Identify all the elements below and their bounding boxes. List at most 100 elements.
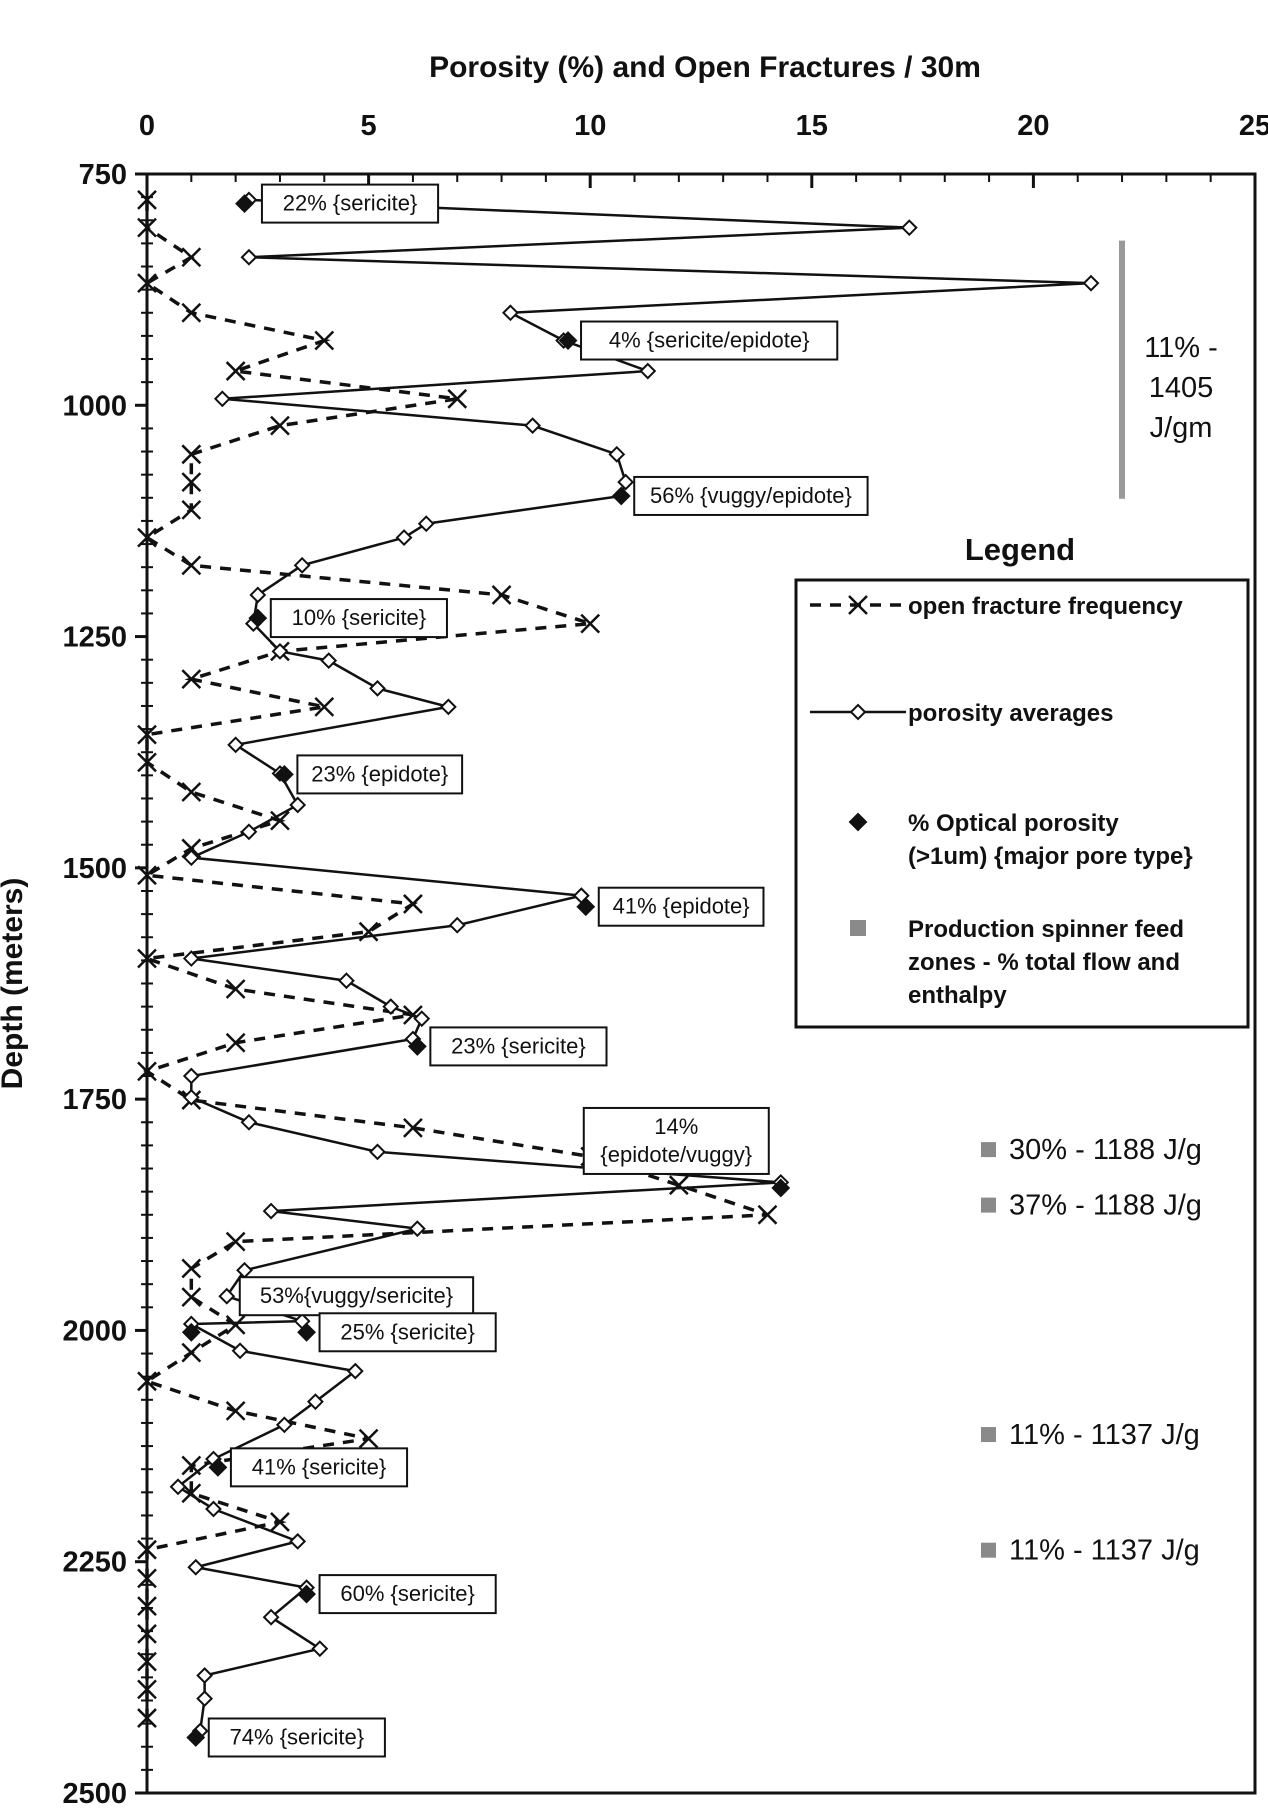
y-tick-label: 2500 — [62, 1778, 127, 1810]
fracture-point — [225, 1231, 246, 1252]
feed-zone-entry: 11% - 1137 J/g — [981, 1419, 1200, 1451]
fracture-point — [137, 948, 157, 969]
feed-zone-label: 37% - 1188 J/g — [1009, 1190, 1202, 1222]
annotation-layer: 22% {sericite} 4% {sericite/epidote} 56% {… — [207, 183, 869, 1758]
y-tick-label: 1500 — [62, 853, 127, 885]
annotation-text: 53%{vuggy/sericite} — [260, 1283, 453, 1308]
fracture-point — [181, 247, 202, 268]
porosity-point — [369, 679, 386, 697]
fracture-point — [137, 724, 157, 745]
fracture-point — [137, 1568, 157, 1589]
fracture-point — [137, 1596, 157, 1617]
fracture-point — [137, 1371, 157, 1392]
fracture-point — [447, 388, 468, 409]
x-tick-label: 25 — [1239, 110, 1268, 142]
porosity-point — [338, 972, 355, 990]
optical-porosity-point — [208, 1457, 228, 1477]
annotation-label: 41% {epidote} — [597, 886, 765, 927]
x-tick-label: 15 — [796, 110, 828, 142]
fracture-point — [137, 865, 157, 886]
porosity-point — [213, 390, 231, 408]
optical-porosity-point — [297, 1584, 316, 1604]
feed-zone-entry: 30% - 1188 J/g — [981, 1134, 1202, 1166]
fracture-point — [403, 894, 423, 914]
annotation-label: 10% {sericite} — [269, 598, 448, 639]
fracture-point — [181, 555, 202, 576]
optical-porosity-point — [407, 1036, 427, 1056]
fracture-point — [491, 585, 512, 605]
annotation-text: 23% {epidote} — [311, 761, 448, 786]
porosity-point — [196, 1690, 214, 1708]
fracture-point — [137, 190, 157, 210]
legend-label: zones - % total flow and — [908, 949, 1180, 976]
fracture-point — [181, 1342, 202, 1363]
porosity-point — [236, 1261, 253, 1279]
fracture-point — [314, 696, 335, 717]
optical-porosity-point — [576, 897, 596, 917]
porosity-point — [227, 736, 245, 754]
porosity-point — [262, 1608, 280, 1626]
y-tick-label: 1000 — [62, 390, 127, 422]
porosity-point — [275, 1416, 293, 1434]
legend-label: (>1um) {major pore type} — [908, 843, 1193, 870]
fracture-point — [137, 527, 157, 548]
feed-zone-marker — [981, 1542, 996, 1558]
feed-zone-bar-label: 11% - — [1144, 332, 1218, 364]
fracture-point — [225, 979, 246, 999]
porosity-point — [240, 823, 258, 841]
porosity-point — [1082, 274, 1100, 292]
x-tick-label: 0 — [139, 110, 155, 142]
porosity-point — [205, 1500, 222, 1518]
porosity-point — [182, 1088, 200, 1106]
annotation-text: 41% {sericite} — [252, 1454, 387, 1479]
y-tick-label: 750 — [79, 159, 127, 191]
fracture-point — [137, 1061, 157, 1082]
porosity-point — [293, 556, 311, 574]
legend-entry: porosity averages — [810, 700, 1113, 727]
fracture-point — [580, 613, 601, 634]
fracture-point — [225, 361, 246, 381]
fracture-point — [225, 1032, 246, 1053]
optical-porosity-point — [248, 608, 268, 628]
optical-porosity-point — [611, 486, 631, 506]
fracture-point — [668, 1175, 689, 1196]
annotation-text: 23% {sericite} — [451, 1033, 586, 1058]
feed-zone-bar-label: J/gm — [1150, 412, 1213, 444]
annotation-text: 56% {vuggy/epidote} — [650, 483, 852, 508]
porosity-point — [417, 515, 435, 533]
fracture-point — [181, 472, 202, 492]
fracture-point — [270, 810, 290, 831]
porosity-point — [182, 950, 200, 967]
legend-entry: Production spinner feed zones - % total f… — [850, 916, 1184, 1009]
fracture-point — [137, 1623, 157, 1644]
optical-porosity-point — [558, 331, 578, 350]
legend-spinner-marker — [850, 920, 866, 936]
legend-label: open fracture frequency — [908, 593, 1183, 620]
porosity-point — [218, 1287, 236, 1305]
feed-zone-label: 11% - 1137 J/g — [1009, 1419, 1200, 1451]
fracture-point — [181, 302, 202, 323]
legend-label: Production spinner feed — [908, 916, 1184, 943]
y-tick-label: 1750 — [62, 1084, 127, 1116]
porosity-point — [608, 445, 626, 463]
y-tick-label: 2000 — [62, 1315, 127, 1347]
feed-zone-label: 11% - 1137 J/g — [1009, 1535, 1200, 1567]
fracture-point — [358, 1428, 379, 1449]
porosity-point — [408, 1220, 426, 1238]
x-tick-label: 5 — [361, 110, 377, 142]
porosity-point — [271, 642, 289, 660]
legend-optical-marker — [848, 812, 868, 832]
fracture-point — [137, 1651, 157, 1672]
feed-zone-bar-label: 1405 — [1149, 372, 1214, 404]
series-layer — [137, 190, 1100, 1747]
legend-label: porosity averages — [908, 700, 1113, 727]
porosity-point — [182, 1067, 200, 1085]
fracture-point — [137, 217, 157, 238]
feed-zone-marker — [981, 1427, 996, 1443]
fracture-point — [225, 1401, 246, 1421]
legend-label: % Optical porosity — [908, 810, 1119, 837]
y-tick-label: 2250 — [62, 1547, 127, 1579]
fracture-frequency-line — [141, 199, 769, 1719]
annotation-text: 10% {sericite} — [292, 605, 427, 630]
porosity-point — [187, 1558, 205, 1576]
